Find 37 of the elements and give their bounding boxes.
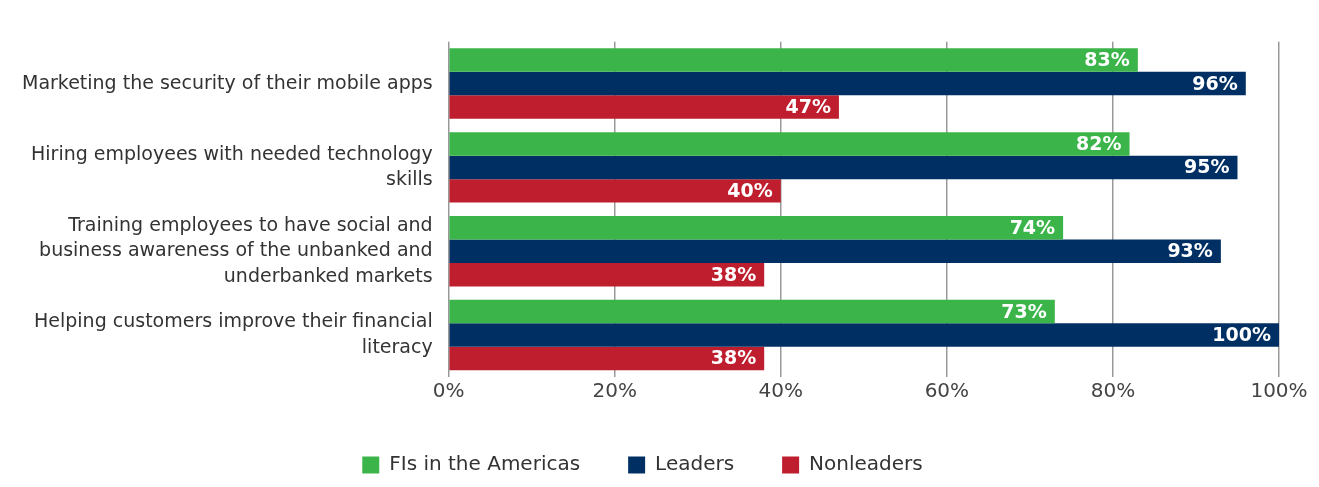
data-label: 38%: [710, 346, 757, 369]
x-tick-label: 80%: [1090, 378, 1136, 403]
data-label: 83%: [1084, 48, 1130, 71]
data-label: 95%: [1184, 155, 1230, 178]
bar: [449, 95, 839, 119]
x-tick-label: 60%: [924, 378, 970, 403]
bar: [449, 132, 1130, 156]
bar: [449, 262, 765, 287]
data-label: 73%: [1001, 299, 1047, 322]
bar: [449, 346, 765, 371]
y-tick-label: Hiring employees with needed technology skills: [31, 141, 433, 190]
bar: [449, 239, 1221, 263]
bar: [449, 48, 1138, 72]
data-label: 74%: [1009, 215, 1056, 238]
y-tick-label: Helping customers improve their financial literacy: [34, 309, 433, 357]
data-label: 40%: [727, 178, 773, 201]
bar: [449, 216, 1064, 240]
x-tick-label: 40%: [758, 378, 804, 403]
data-label: 96%: [1192, 71, 1238, 94]
legend-label: Nonleaders: [809, 451, 923, 476]
bar: [449, 323, 1279, 347]
data-label: 93%: [1167, 239, 1213, 262]
data-label: 38%: [710, 262, 757, 285]
x-tick-label: 20%: [592, 378, 637, 403]
bar: [449, 179, 781, 203]
data-label: 100%: [1212, 323, 1271, 346]
x-tick-label: 100%: [1250, 378, 1308, 403]
bar: [449, 299, 1055, 324]
data-label: 82%: [1076, 131, 1122, 154]
y-tick-label: Marketing the security of their mobile apps: [21, 70, 433, 93]
y-tick-label: Training employees to have social and business awareness of the unbanked and underbanked markets: [39, 212, 433, 286]
bar: [449, 155, 1238, 180]
legend-label: Leaders: [655, 451, 735, 476]
x-tick-label: 0%: [432, 378, 465, 403]
bar: [449, 71, 1246, 96]
data-label: 47%: [785, 94, 831, 117]
legend-label: FIs in the Americas: [389, 451, 581, 476]
